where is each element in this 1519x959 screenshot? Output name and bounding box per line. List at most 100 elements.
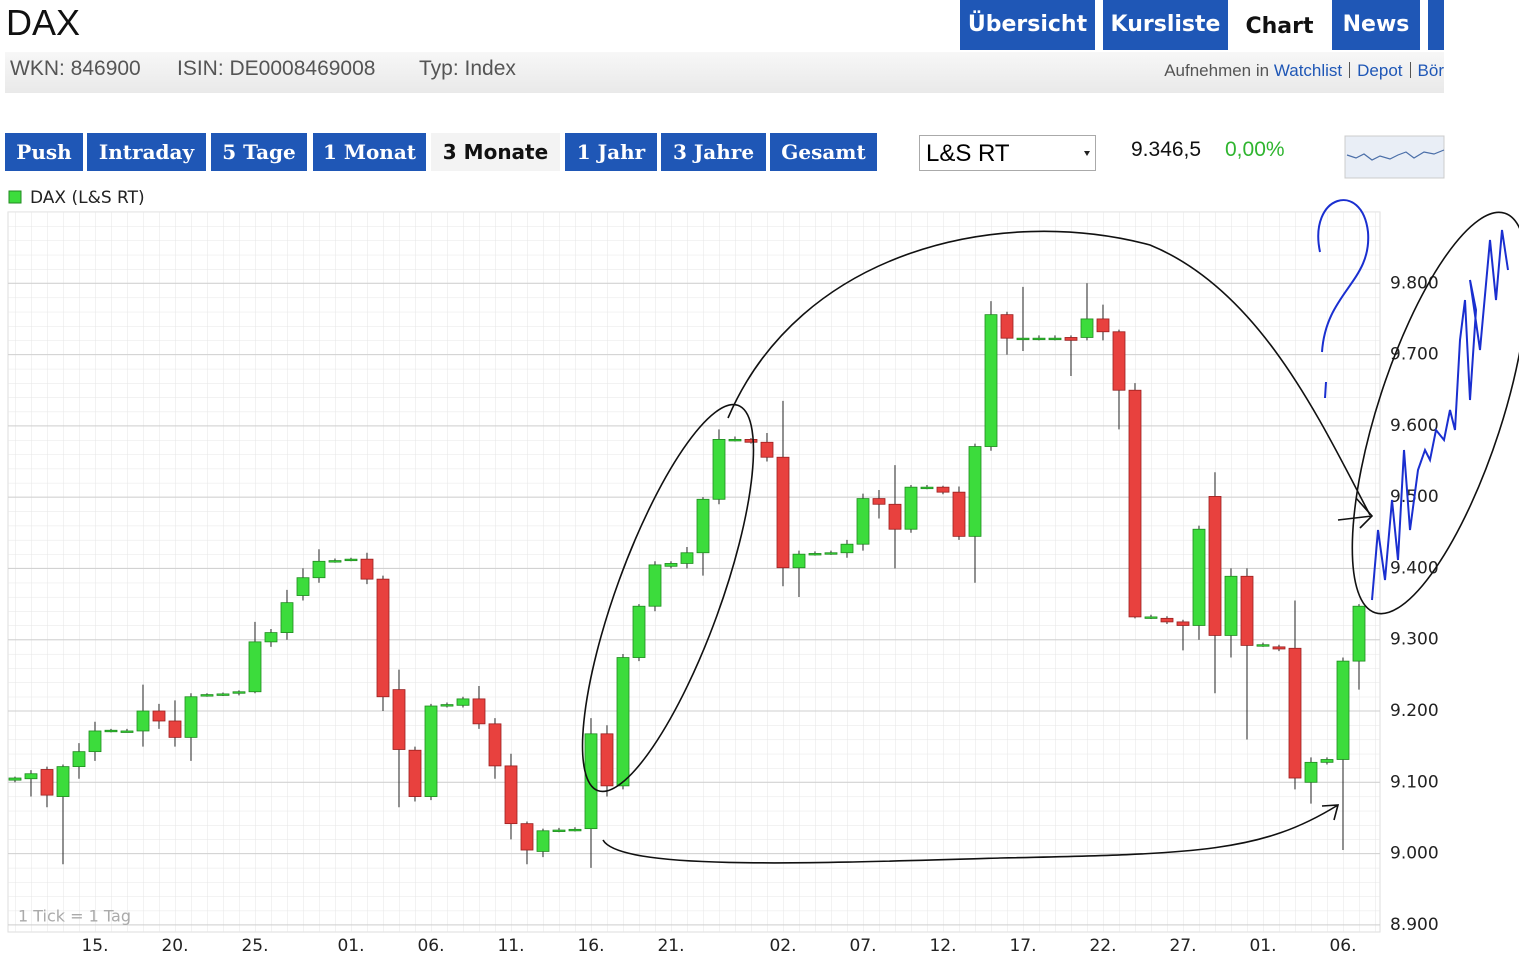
- depot-link[interactable]: Depot: [1357, 61, 1403, 80]
- y-tick-label: 9.300: [1390, 630, 1439, 650]
- period-button[interactable]: 1 Jahr: [565, 133, 657, 171]
- candle-body: [840, 543, 854, 554]
- x-tick-label: 27.: [1169, 936, 1196, 956]
- wkn: WKN: 846900: [10, 57, 141, 80]
- price: 9.346,5: [1131, 138, 1202, 161]
- candle-body: [1192, 528, 1206, 626]
- candle-body: [632, 605, 646, 658]
- candle-body: [1016, 337, 1030, 341]
- mini-chart[interactable]: [1344, 135, 1445, 179]
- candle-body: [1176, 621, 1190, 626]
- nav-tab[interactable]: News: [1332, 0, 1420, 50]
- price-change: 0,00%: [1225, 138, 1285, 161]
- candle-body: [1224, 575, 1238, 636]
- y-tick-label: 9.200: [1390, 701, 1439, 721]
- scribbles: [1317, 199, 1509, 601]
- chart-note: 1 Tick = 1 Tag: [18, 907, 131, 926]
- candle-body: [1032, 337, 1046, 341]
- candle-body: [1000, 314, 1014, 339]
- candle-body: [1208, 496, 1222, 636]
- nav-tab[interactable]: Chart: [1237, 0, 1322, 50]
- candle-body: [296, 577, 310, 596]
- candle-body: [712, 439, 726, 500]
- x-tick-label: 12.: [929, 936, 956, 956]
- x-tick-label: 17.: [1009, 936, 1036, 956]
- candle-body: [552, 829, 566, 832]
- candle-body: [808, 553, 822, 556]
- tab-partial[interactable]: [1428, 0, 1444, 50]
- y-tick-label: 9.400: [1390, 558, 1439, 578]
- candle-body: [152, 710, 166, 722]
- candle-body: [568, 828, 582, 832]
- period-button[interactable]: Intraday: [87, 133, 206, 171]
- candle-body: [1080, 318, 1094, 338]
- candle-body: [600, 733, 614, 787]
- actions: Aufnehmen in Watchlist Depot Bör: [1164, 61, 1444, 81]
- y-tick-label: 9.800: [1390, 273, 1439, 293]
- candle-body: [376, 578, 390, 698]
- y-tick-label: 8.900: [1390, 915, 1439, 935]
- period-button[interactable]: 3 Jahre: [661, 133, 766, 171]
- candle-body: [1320, 759, 1334, 763]
- candle-body: [904, 486, 918, 530]
- x-tick-label: 21.: [657, 936, 684, 956]
- period-button[interactable]: Gesamt: [770, 133, 877, 171]
- candle-body: [1256, 644, 1270, 647]
- boerse-link[interactable]: Bör: [1417, 61, 1444, 80]
- candle-body: [1160, 617, 1174, 623]
- candle-body: [408, 749, 422, 797]
- candle-body: [584, 733, 598, 830]
- candle-body: [104, 729, 118, 733]
- minor-grid: [8, 212, 1380, 932]
- candle-body: [648, 564, 662, 607]
- x-tick-label: 20.: [161, 936, 188, 956]
- candle-body: [232, 691, 246, 694]
- legend-swatch: [8, 190, 22, 204]
- candle-body: [952, 491, 966, 537]
- exchange-select[interactable]: L&S RT: [919, 135, 1096, 171]
- candle-body: [1128, 389, 1142, 618]
- candle-body: [664, 563, 678, 567]
- period-button[interactable]: 5 Tage: [211, 133, 307, 171]
- annotation-arc: [727, 230, 1371, 516]
- period-button[interactable]: 3 Monate: [431, 133, 560, 171]
- nav-tab[interactable]: Übersicht: [960, 0, 1095, 50]
- candle-body: [1272, 646, 1286, 650]
- candle-body: [328, 560, 342, 563]
- candle-body: [792, 553, 806, 569]
- x-tick-label: 07.: [849, 936, 876, 956]
- candle-body: [56, 766, 70, 797]
- annotation-ellipse: [1351, 211, 1519, 615]
- x-tick-label: 01.: [1249, 936, 1276, 956]
- candle-body: [360, 558, 374, 580]
- x-tick-label: 22.: [1089, 936, 1116, 956]
- annotations: [581, 211, 1519, 864]
- candle-body: [1352, 605, 1366, 662]
- candle-body: [168, 720, 182, 738]
- candle-body: [8, 777, 22, 781]
- watchlist-link[interactable]: Watchlist: [1273, 61, 1343, 80]
- y-tick-label: 9.100: [1390, 772, 1439, 792]
- annotation-curve: [602, 804, 1340, 864]
- candle-body: [936, 486, 950, 493]
- candle-body: [72, 751, 86, 768]
- candle-body: [184, 696, 198, 738]
- legend-label: DAX (L&S RT): [30, 188, 145, 208]
- candle-body: [696, 498, 710, 554]
- candle-body: [488, 723, 502, 767]
- candle-body: [504, 765, 518, 825]
- exchange-value: L&S RT: [926, 140, 1010, 167]
- candle-body: [744, 439, 758, 443]
- nav-tab[interactable]: Kursliste: [1103, 0, 1228, 50]
- candle-body: [216, 693, 230, 696]
- candle-body: [616, 657, 630, 787]
- y-tick-label: 9.600: [1390, 416, 1439, 436]
- period-button[interactable]: Push: [5, 133, 83, 171]
- x-tick-label: 02.: [769, 936, 796, 956]
- scribble: [1371, 229, 1509, 601]
- page-title: DAX: [6, 2, 81, 43]
- candle-body: [1336, 660, 1350, 760]
- period-button[interactable]: 1 Monat: [313, 133, 426, 171]
- y-tick-label: 9.000: [1390, 844, 1439, 864]
